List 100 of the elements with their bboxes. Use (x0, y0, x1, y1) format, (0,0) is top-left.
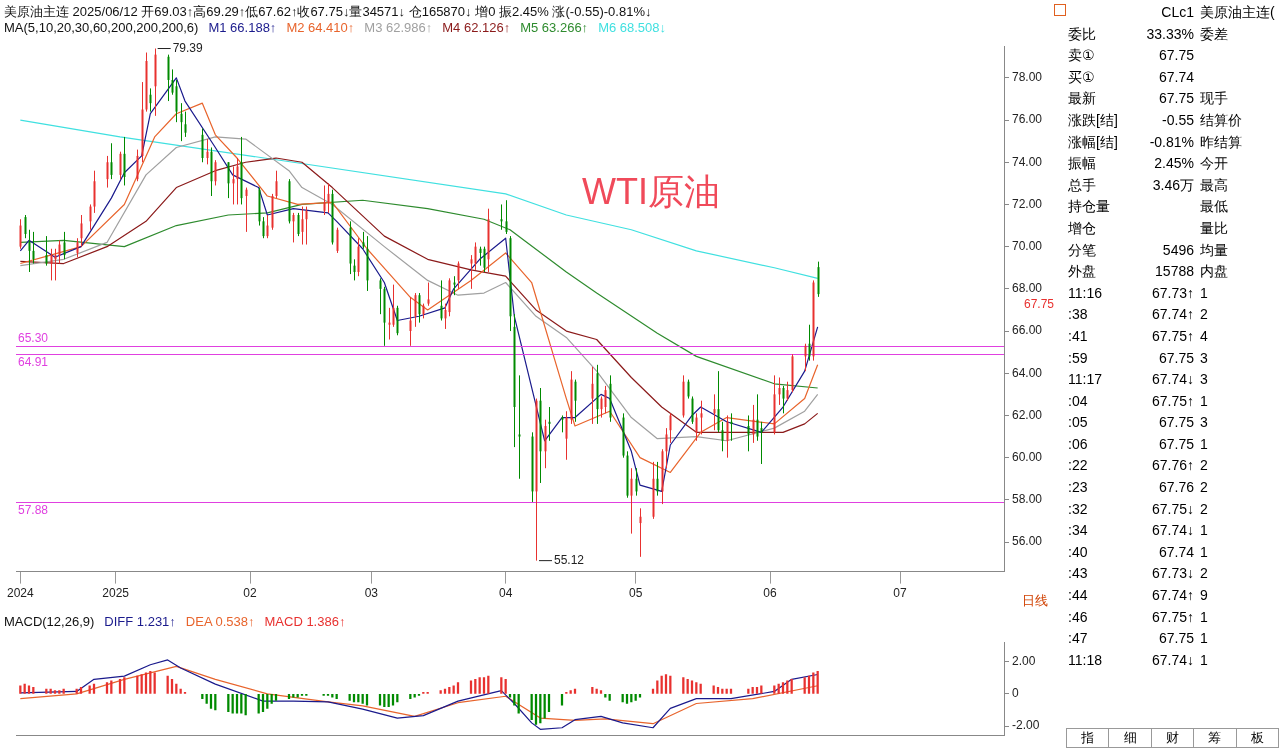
bar (257, 694, 260, 714)
bar (166, 675, 169, 694)
text: 67.73↑ (1150, 283, 1195, 303)
candlestick (266, 214, 269, 239)
bar (45, 688, 48, 694)
candlestick (45, 235, 48, 267)
bar (274, 694, 278, 701)
text: M6 68.508↓ (598, 20, 667, 35)
bar (92, 683, 96, 694)
x-tick-label: 02 (243, 586, 257, 601)
bar (474, 678, 477, 694)
bar (179, 688, 182, 694)
bar (573, 688, 577, 694)
text: :32 (1068, 499, 1089, 519)
bar (118, 678, 122, 694)
ref-line-label: 57.88 (18, 502, 49, 517)
text: 67.75↓ (1150, 499, 1195, 519)
candlestick (505, 199, 508, 235)
candlestick (760, 421, 763, 465)
candlestick (804, 343, 807, 372)
text: 日线 (1022, 592, 1048, 610)
text: :46 (1068, 607, 1089, 627)
text: M4 62.126↑ (442, 20, 511, 35)
bar (591, 687, 594, 694)
bar (504, 678, 507, 694)
text: M2 64.410↑ (286, 20, 355, 35)
bar (231, 694, 234, 714)
candlestick (76, 237, 79, 258)
candlestick (297, 212, 300, 237)
text: :41 (1068, 326, 1089, 346)
bar (287, 694, 291, 700)
bar (75, 688, 78, 694)
text: 细 (1108, 728, 1152, 748)
text: 美原油主连( (1200, 3, 1276, 22)
annotation: 55.12 (554, 552, 585, 567)
candlestick (227, 161, 230, 199)
candlestick (635, 467, 638, 497)
text: 昨结算 (1200, 132, 1243, 152)
candlestick (474, 241, 477, 271)
text: 2 (1200, 305, 1209, 325)
ref-line-label: 65.30 (18, 330, 49, 345)
candlestick (32, 231, 35, 265)
y-tick-label: 58.00 (1012, 492, 1043, 507)
y-tick-label: 70.00 (1012, 238, 1043, 253)
bar (235, 694, 239, 714)
bar (452, 685, 455, 694)
candlestick (756, 393, 759, 442)
text: 今开 (1200, 154, 1229, 174)
text: 最低 (1200, 197, 1229, 217)
candlestick (50, 248, 53, 281)
candlestick (418, 292, 421, 324)
candlestick (591, 366, 594, 425)
text: 2 (1200, 499, 1209, 519)
bar (569, 690, 572, 694)
candlestick (292, 212, 295, 243)
bar (608, 694, 611, 701)
annotation: 79.39 (172, 40, 204, 55)
text: :04 (1068, 391, 1089, 411)
candlestick (470, 254, 473, 290)
candlestick (444, 303, 447, 330)
candlestick (136, 149, 139, 182)
text: 1 (1200, 542, 1209, 562)
candlestick (171, 68, 174, 96)
candlestick (110, 142, 113, 180)
text: 67.76 (1157, 478, 1195, 498)
bar (205, 694, 208, 704)
text: 1 (1200, 283, 1209, 303)
bar (209, 694, 213, 709)
bar (729, 688, 733, 694)
text: 11:17 (1068, 370, 1103, 390)
text: :40 (1068, 542, 1089, 562)
bar (669, 675, 672, 694)
bar (62, 688, 65, 694)
bar (712, 685, 715, 694)
text: 5496 (1161, 240, 1195, 260)
annotation: WTI原油 (582, 170, 720, 214)
text: 增仓 (1068, 218, 1097, 238)
candlestick (184, 111, 187, 138)
text: M5 63.266↑ (520, 20, 589, 35)
candlestick (687, 379, 690, 400)
text: 量比 (1200, 218, 1229, 238)
text: 67.74 (1157, 542, 1195, 562)
bar (716, 687, 720, 694)
text: 33.33% (1145, 24, 1195, 44)
candlestick (24, 214, 27, 239)
bar (517, 694, 520, 714)
text: 卖① (1068, 46, 1096, 66)
bar (140, 674, 143, 694)
text: :44 (1068, 586, 1089, 606)
text: 67.75↑ (1150, 326, 1195, 346)
candlestick (730, 412, 733, 442)
text: 67.74↓ (1150, 650, 1195, 670)
text: 67.75↑ (1150, 391, 1195, 411)
bar (595, 688, 598, 694)
candlestick (656, 461, 659, 497)
text: 67.74↓ (1150, 370, 1195, 390)
legend-title: MACD(12,26,9) (4, 614, 95, 629)
candlestick (414, 292, 417, 328)
text: 3 (1200, 413, 1209, 433)
bar (361, 694, 364, 704)
